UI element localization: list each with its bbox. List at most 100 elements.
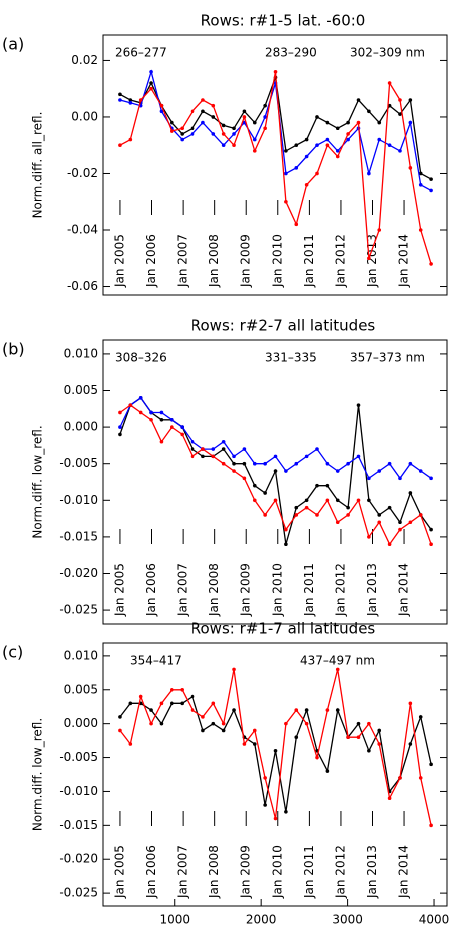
data-point	[367, 109, 371, 114]
data-point	[159, 417, 164, 422]
data-point	[294, 461, 299, 466]
data-point	[232, 126, 236, 131]
data-point	[346, 461, 350, 466]
data-point	[315, 447, 319, 451]
data-point	[232, 469, 236, 473]
data-point	[418, 715, 423, 719]
data-point	[242, 461, 247, 466]
data-point	[408, 166, 413, 170]
panel-title: Rows: r#2-7 all latitudes	[191, 317, 376, 335]
data-point	[325, 769, 330, 773]
data-point	[377, 120, 382, 125]
y-tick-label: 0.010	[64, 346, 98, 360]
data-point	[356, 403, 361, 407]
data-point	[201, 109, 205, 114]
y-tick-label: -0.005	[59, 456, 98, 470]
data-point	[387, 81, 392, 85]
data-point	[325, 461, 330, 466]
year-label: Jan 2014	[397, 845, 411, 899]
data-point	[138, 410, 143, 415]
data-point	[418, 228, 423, 232]
data-point	[149, 69, 153, 74]
data-point	[138, 396, 143, 400]
series-line	[119, 69, 432, 191]
data-point	[335, 708, 340, 712]
data-point	[180, 126, 184, 131]
data-point	[346, 137, 350, 142]
data-point	[346, 735, 350, 740]
data-point	[315, 755, 319, 760]
data-point	[170, 687, 174, 692]
data-point	[367, 476, 371, 481]
year-label: Jan 2008	[207, 845, 221, 899]
legend-entry: 308–326	[115, 351, 167, 365]
data-point	[408, 742, 413, 746]
data-point	[211, 454, 216, 459]
data-point	[242, 109, 247, 114]
data-point	[221, 461, 226, 466]
data-point	[304, 454, 309, 459]
year-label: Jan 2007	[176, 845, 190, 899]
data-point	[335, 149, 340, 153]
data-point	[263, 103, 267, 108]
data-point	[201, 454, 205, 459]
y-axis-label: Norm.diff. low_refl.	[31, 425, 45, 538]
y-tick-label: -0.020	[59, 852, 98, 866]
year-label: Jan 2013	[365, 563, 379, 617]
year-label: Jan 2005	[112, 845, 126, 899]
data-point	[159, 410, 164, 415]
data-point	[294, 708, 299, 712]
data-point	[252, 137, 257, 142]
data-point	[398, 149, 402, 153]
year-label: Jan 2011	[302, 234, 316, 288]
year-label: Jan 2005	[112, 234, 126, 288]
data-point	[304, 708, 309, 712]
data-point	[304, 154, 309, 159]
year-label: Jan 2009	[239, 234, 253, 288]
data-point	[252, 498, 257, 503]
data-point	[325, 143, 330, 148]
plot-frame	[102, 339, 448, 625]
data-point	[398, 476, 402, 481]
data-point	[377, 728, 382, 733]
data-point	[190, 132, 195, 136]
data-point	[190, 708, 195, 712]
year-label: Jan 2010	[270, 845, 284, 899]
data-point	[418, 776, 423, 780]
x-tick-label: 4000	[419, 913, 450, 927]
data-point	[387, 796, 392, 801]
data-point	[242, 447, 247, 451]
data-point	[304, 498, 309, 503]
plot-frame	[102, 642, 448, 907]
data-point	[252, 483, 257, 488]
data-point	[429, 762, 433, 767]
data-point	[377, 137, 382, 142]
data-point	[201, 120, 205, 125]
y-tick-label: 0.005	[64, 682, 98, 696]
data-point	[387, 542, 392, 547]
data-point	[418, 469, 423, 473]
data-point	[356, 735, 361, 740]
data-point	[356, 498, 361, 503]
data-point	[284, 469, 288, 473]
data-point	[190, 694, 195, 699]
data-point	[149, 81, 153, 85]
data-point	[429, 476, 433, 481]
panel-label: (c)	[2, 643, 23, 662]
data-point	[273, 69, 278, 74]
data-point	[263, 126, 267, 131]
data-point	[315, 115, 319, 119]
data-point	[429, 177, 433, 181]
data-point	[335, 498, 340, 503]
data-point	[387, 505, 392, 510]
y-tick-label: -0.06	[67, 279, 98, 293]
data-point	[118, 432, 122, 437]
series-line	[119, 669, 432, 826]
data-point	[180, 425, 184, 429]
legend-entry: 266–277	[115, 46, 167, 60]
data-point	[252, 120, 257, 125]
data-point	[180, 137, 184, 142]
y-tick-label: -0.04	[67, 223, 98, 237]
data-point	[273, 454, 278, 459]
